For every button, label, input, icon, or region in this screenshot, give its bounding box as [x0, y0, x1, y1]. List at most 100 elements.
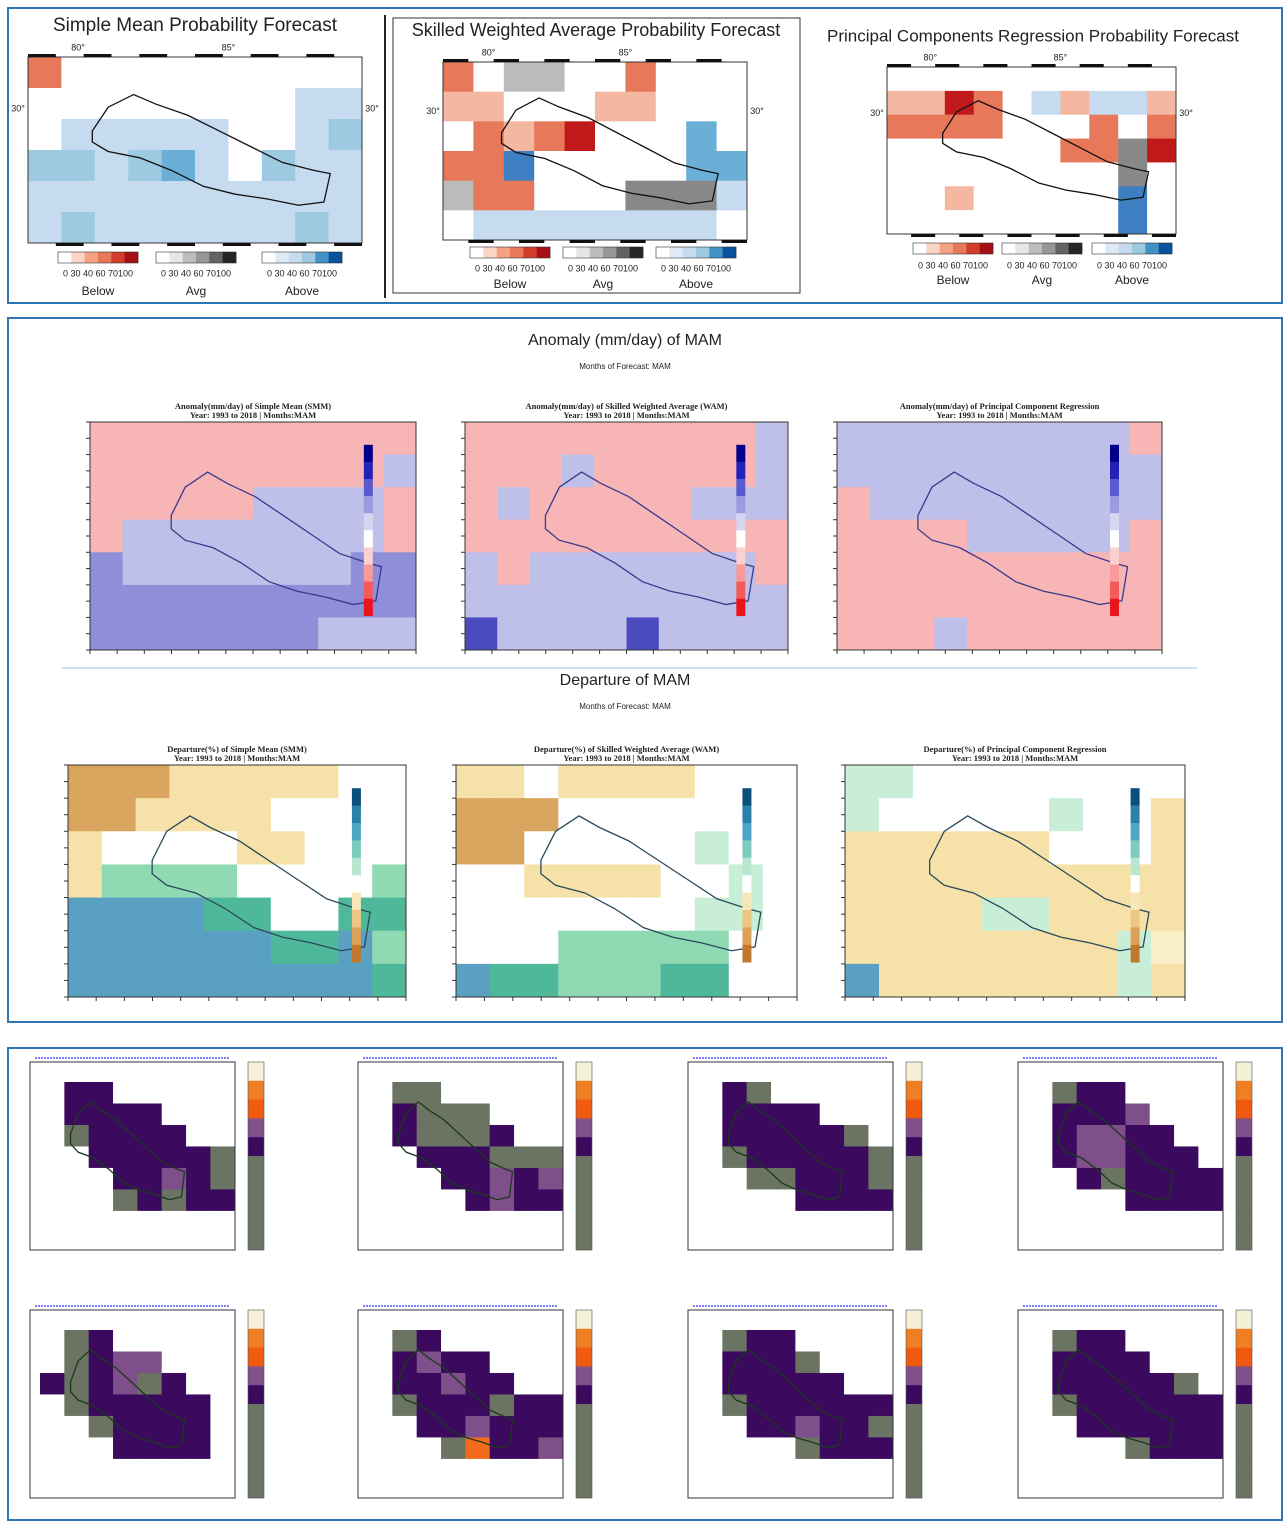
- grid-cell: [1028, 1124, 1053, 1147]
- grid-cell: [845, 930, 880, 965]
- grid-cell: [392, 1458, 418, 1481]
- colorbar-segment: [906, 1118, 922, 1138]
- grid-cell: [762, 897, 798, 932]
- grid-cell: [187, 519, 221, 553]
- grid-cell: [443, 91, 474, 122]
- grid-cell: [490, 930, 525, 965]
- map-border-tick: [620, 240, 646, 243]
- grid-cell: [1032, 552, 1065, 586]
- map-border-tick: [595, 59, 621, 62]
- grid-cell: [228, 150, 263, 182]
- colorbar-segment: [248, 1479, 264, 1499]
- colorbar-segment: [1145, 243, 1159, 254]
- colorbar-segment: [742, 892, 752, 911]
- grid-cell: [295, 57, 330, 89]
- grid-cell: [694, 897, 730, 932]
- grid-cell: [716, 151, 748, 182]
- colorbar-segment: [328, 252, 343, 263]
- colorbar-segment: [576, 1231, 592, 1251]
- country-outline: [69, 1100, 186, 1201]
- grid-cell: [392, 1167, 418, 1190]
- grid-cell: [755, 519, 789, 553]
- grid-cell: [625, 180, 657, 211]
- grid-cell: [691, 519, 724, 553]
- grid-cell: [534, 91, 566, 122]
- grid-cell: [203, 963, 238, 998]
- map-border-tick: [544, 59, 570, 62]
- country-outline: [929, 815, 1150, 952]
- grid-cell: [771, 1330, 796, 1352]
- grid-cell: [947, 864, 982, 899]
- map-border-tick: [911, 234, 936, 237]
- grid-cell: [137, 1394, 163, 1417]
- colorbar-frame: [905, 1061, 923, 1251]
- grid-cell: [1149, 1146, 1175, 1169]
- grid-cell: [186, 1082, 211, 1104]
- grid-cell: [1101, 1189, 1126, 1212]
- grid-cell: [879, 798, 914, 832]
- grid-cell: [1125, 1372, 1151, 1395]
- colorbar-segment: [656, 247, 670, 258]
- colorbar-segment: [351, 892, 361, 911]
- grid-cell: [186, 1103, 211, 1126]
- grid-cell: [456, 864, 491, 899]
- grid-cell: [161, 1330, 187, 1352]
- grid-cell: [503, 91, 535, 122]
- grid-cell: [658, 552, 692, 586]
- grid-cell: [1032, 617, 1065, 651]
- grid-cell: [999, 454, 1033, 488]
- grid-cell: [771, 1372, 796, 1395]
- grid-cell: [155, 552, 189, 586]
- grid-cell: [879, 765, 914, 799]
- grid-cell: [934, 552, 968, 586]
- section-frame: [7, 1047, 1283, 1521]
- grid-cell: [915, 90, 946, 116]
- grid-cell: [915, 138, 946, 163]
- colorbar-segment: [576, 1310, 592, 1330]
- grid-cell: [1151, 930, 1186, 965]
- grid-cell: [61, 88, 96, 120]
- grid-cell: [795, 1103, 821, 1126]
- grid-cell: [746, 1146, 772, 1169]
- map-border-tick: [55, 243, 84, 246]
- grid-cell: [592, 765, 627, 799]
- grid-cell: [1028, 1210, 1053, 1233]
- colorbar-segment: [742, 857, 752, 876]
- grid-cell: [1129, 617, 1163, 651]
- grid-cell: [538, 1167, 564, 1190]
- colorbar-segment: [248, 1193, 264, 1213]
- grid-cell: [489, 1146, 515, 1169]
- grid-cell: [845, 864, 880, 899]
- colorbar-segment: [248, 1062, 264, 1082]
- grid-cell: [1076, 1082, 1102, 1104]
- colorbar-segment: [1236, 1404, 1252, 1424]
- grid-cell: [383, 552, 417, 586]
- grid-cell: [723, 617, 757, 651]
- grid-cell: [771, 1437, 796, 1460]
- grid-cell: [285, 552, 319, 586]
- grid-cell: [844, 1189, 869, 1212]
- grid-cell: [514, 1082, 539, 1104]
- grid-cell: [161, 1124, 187, 1147]
- grid-cell: [304, 963, 339, 998]
- grid-cell: [372, 864, 407, 899]
- grid-cell: [88, 1437, 114, 1460]
- grid-cell: [746, 1124, 772, 1147]
- grid-cell: [595, 151, 626, 182]
- grid-cell: [368, 1210, 393, 1233]
- grid-cell: [122, 519, 156, 553]
- grid-cell: [1083, 765, 1118, 799]
- grid-cell: [68, 765, 103, 799]
- colorbar-segment: [1110, 547, 1119, 565]
- grid-cell: [1076, 1103, 1102, 1126]
- grid-cell: [1198, 1415, 1224, 1438]
- grid-cell: [94, 212, 129, 244]
- grid-cell: [887, 186, 917, 211]
- grid-cell: [795, 1458, 821, 1481]
- grid-cell: [28, 88, 62, 120]
- grid-cell: [122, 454, 156, 488]
- grid-cell: [64, 1210, 90, 1233]
- grid-cell: [1052, 1415, 1078, 1438]
- grid-cell: [328, 88, 363, 120]
- colorbar-segment: [470, 247, 484, 258]
